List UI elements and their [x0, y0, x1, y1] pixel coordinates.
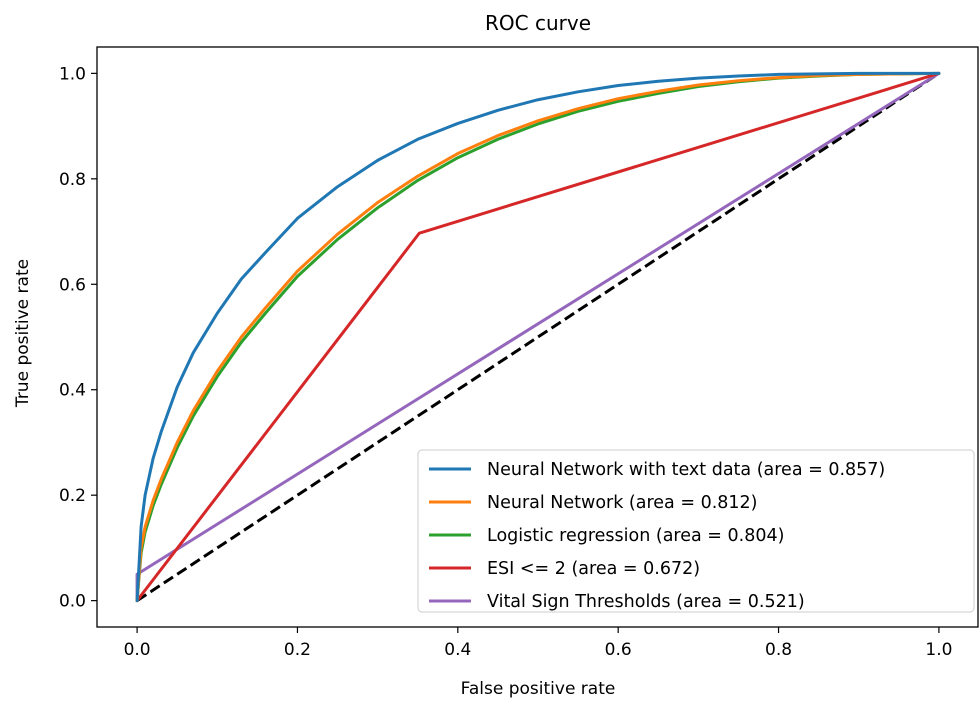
y-axis-label: True positive rate [13, 259, 33, 408]
legend-label-4: ESI <= 2 (area = 0.672) [487, 559, 700, 579]
x-tick-label: 0.2 [284, 640, 311, 660]
legend: Neural Network with text data (area = 0.… [417, 449, 975, 613]
series-line-4 [135, 71, 941, 603]
x-tick-label: 0.8 [765, 640, 792, 660]
x-tick-label: 1.0 [925, 640, 952, 660]
legend-box [417, 449, 975, 613]
x-axis-label: False positive rate [461, 679, 616, 699]
y-axis: 0.0 0.2 0.4 0.6 0.8 1.0 [59, 64, 97, 612]
x-axis: 0.0 0.2 0.4 0.6 0.8 1.0 [124, 627, 952, 660]
plot-frame [96, 46, 979, 628]
legend-label-2: Neural Network (area = 0.812) [487, 493, 758, 513]
y-tick-label: 0.2 [59, 486, 86, 506]
legend-label-5: Vital Sign Thresholds (area = 0.521) [487, 592, 805, 612]
y-tick-label: 0.8 [59, 170, 86, 190]
chart-title: ROC curve [485, 11, 591, 35]
x-tick-label: 0.4 [444, 640, 471, 660]
legend-label-3: Logistic regression (area = 0.804) [487, 526, 784, 546]
y-tick-label: 0.0 [59, 592, 86, 612]
plot-area [135, 71, 941, 603]
legend-label-1: Neural Network with text data (area = 0.… [487, 460, 885, 480]
x-tick-label: 0.0 [124, 640, 151, 660]
y-tick-label: 1.0 [59, 64, 86, 84]
y-tick-label: 0.6 [59, 275, 86, 295]
x-tick-label: 0.6 [605, 640, 632, 660]
y-tick-label: 0.4 [59, 381, 86, 401]
series-line-1 [135, 71, 941, 603]
series-line-2 [135, 71, 941, 603]
